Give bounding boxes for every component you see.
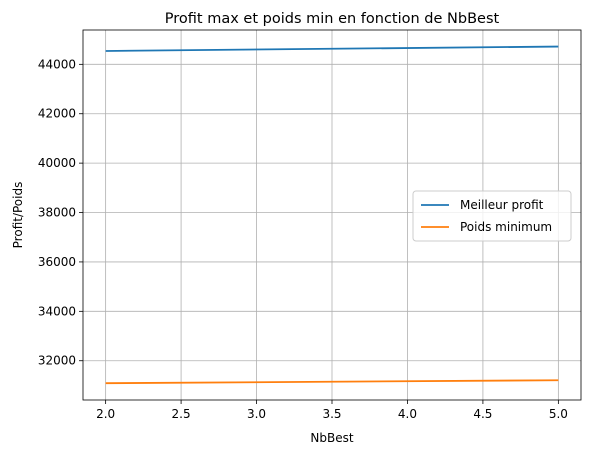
- x-tick-label: 5.0: [549, 407, 568, 421]
- x-tick-label: 4.5: [473, 407, 492, 421]
- x-tick-label: 2.0: [96, 407, 115, 421]
- x-tick-label: 4.0: [398, 407, 417, 421]
- y-tick-label: 34000: [38, 304, 76, 318]
- chart-title: Profit max et poids min en fonction de N…: [165, 11, 500, 27]
- legend: Meilleur profit Poids minimum: [412, 190, 572, 242]
- y-tick-label: 36000: [38, 255, 76, 269]
- legend-box: [412, 190, 572, 242]
- legend-label-poids-minimum: Poids minimum: [460, 220, 552, 234]
- legend-label-meilleur-profit: Meilleur profit: [460, 198, 544, 212]
- y-axis-label: Profit/Poids: [11, 182, 25, 249]
- y-tick-label: 42000: [38, 107, 76, 121]
- x-tick-label: 2.5: [172, 407, 191, 421]
- x-tick-label: 3.5: [322, 407, 341, 421]
- series-line-meilleur-profit: [105, 45, 559, 52]
- y-tick-label: 38000: [38, 206, 76, 220]
- y-tick-label: 40000: [38, 156, 76, 170]
- series-line-poids-minimum: [105, 379, 559, 385]
- y-axis-ticks: 32000 34000 36000 38000 40000 42000 44000: [38, 57, 83, 368]
- x-axis-label: NbBest: [310, 431, 353, 445]
- y-tick-label: 32000: [38, 354, 76, 368]
- y-tick-label: 44000: [38, 57, 76, 71]
- x-tick-label: 3.0: [247, 407, 266, 421]
- series-group: [105, 45, 559, 385]
- x-axis-ticks: 2.0 2.5 3.0 3.5 4.0 4.5 5.0: [96, 400, 568, 421]
